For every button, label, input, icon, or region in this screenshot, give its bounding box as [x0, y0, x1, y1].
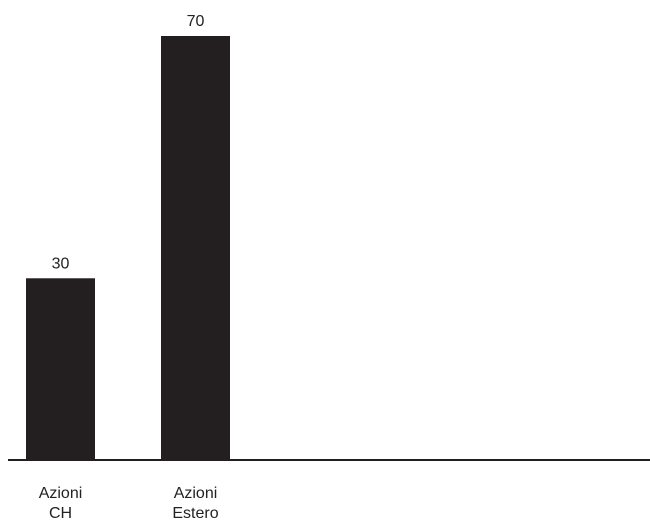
category-label-1-line-1: Estero — [172, 505, 218, 522]
value-labels-group: 30 70 — [52, 13, 205, 272]
category-label-0: Azioni CH — [39, 485, 83, 522]
category-label-1: Azioni Estero — [172, 485, 218, 522]
category-label-0-line-1: CH — [49, 505, 72, 522]
data-label-0: 30 — [52, 255, 70, 272]
data-label-1: 70 — [187, 13, 205, 30]
category-label-0-line-0: Azioni — [39, 485, 83, 502]
category-label-1-line-0: Azioni — [174, 485, 218, 502]
bar-0 — [26, 278, 95, 460]
bars-group — [26, 36, 230, 460]
bar-1 — [161, 36, 230, 460]
category-labels-group: Azioni CH Azioni Estero — [39, 485, 219, 522]
